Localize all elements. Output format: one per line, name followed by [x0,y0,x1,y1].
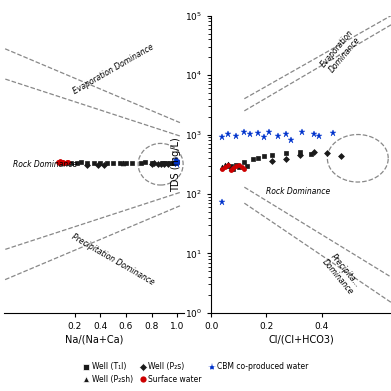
X-axis label: Cl/(Cl+HCO3): Cl/(Cl+HCO3) [268,335,334,345]
Text: Evaporation Dominance: Evaporation Dominance [71,42,155,96]
Text: Rock Dominance: Rock Dominance [267,187,331,196]
Text: Precipita...
Dominance: Precipita... Dominance [320,251,362,297]
Text: Precipitation Dominance: Precipitation Dominance [70,232,156,287]
Text: Rock Dominance: Rock Dominance [13,160,77,169]
X-axis label: Na/(Na+Ca): Na/(Na+Ca) [65,335,123,345]
Text: Evaporation
Dominance: Evaporation Dominance [319,28,363,75]
Legend: Well (T₁l), Well (P₂sh), Well (P₂s), Surface water, CBM co-produced water: Well (T₁l), Well (P₂sh), Well (P₂s), Sur… [80,359,311,387]
Y-axis label: TDS (mg/L): TDS (mg/L) [171,137,181,192]
